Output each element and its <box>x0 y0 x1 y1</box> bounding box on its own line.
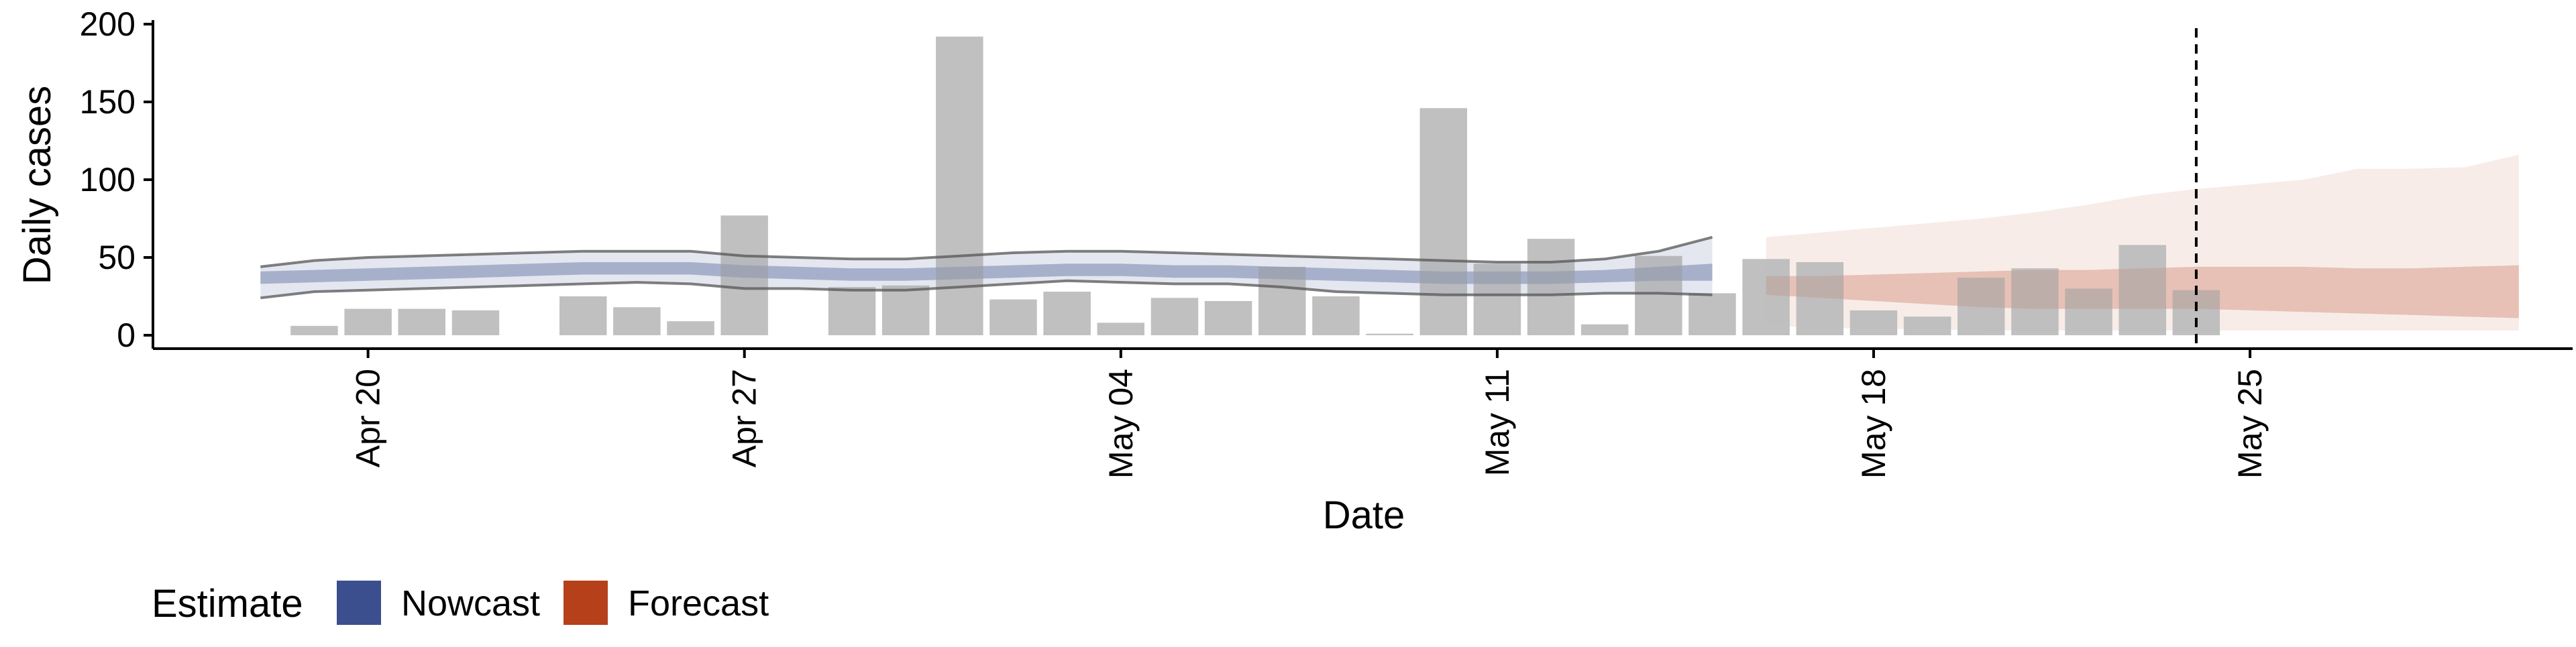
x-tick-label: May 11 <box>1479 369 1516 476</box>
axes-layer <box>152 20 2573 350</box>
bar <box>1635 255 1682 335</box>
bar <box>2172 290 2220 335</box>
bar <box>1688 293 1736 335</box>
x-ticks: Apr 20 Apr 27 May 04 May 11 May 18 May 25 <box>350 349 2269 479</box>
x-tick-label: May 04 <box>1102 369 1140 479</box>
legend: Estimate Nowcast Forecast <box>152 581 769 626</box>
bar <box>559 296 607 335</box>
y-tick-label: 200 <box>80 5 136 43</box>
nowcast-upper-line <box>260 235 1713 268</box>
legend-label-forecast: Forecast <box>628 583 769 624</box>
y-tick-label: 100 <box>80 161 136 198</box>
bar <box>1419 108 1467 336</box>
y-axis-title: Daily cases <box>15 86 59 285</box>
y-ticks: 0 50 100 150 200 <box>80 5 153 354</box>
forecast-inner-overlay <box>1766 265 2519 318</box>
y-tick-label: 0 <box>117 316 136 354</box>
bar <box>398 308 445 335</box>
bar <box>828 287 876 335</box>
x-tick-label: Apr 27 <box>726 369 763 467</box>
y-tick-label: 150 <box>80 83 136 121</box>
nowcast-outer-overlay <box>260 237 1713 298</box>
bar <box>1742 259 1790 335</box>
bar <box>1580 324 1629 335</box>
bar <box>451 310 500 335</box>
nowcast-lower-line <box>260 279 1713 300</box>
legend-title: Estimate <box>152 582 303 626</box>
bar <box>1258 266 1306 335</box>
bar <box>1312 296 1360 335</box>
bar <box>1097 322 1144 335</box>
bar <box>1204 301 1252 335</box>
bar <box>1043 292 1091 335</box>
legend-label-nowcast: Nowcast <box>401 583 540 624</box>
bar-layer <box>290 36 2220 336</box>
x-tick-label: May 25 <box>2231 369 2269 479</box>
bar <box>720 215 768 335</box>
x-axis-title: Date <box>1323 493 1405 537</box>
bar <box>1957 278 2005 335</box>
bar <box>989 299 1037 335</box>
x-tick-label: May 18 <box>1855 369 1892 479</box>
legend-key-nowcast <box>337 581 381 625</box>
x-tick-label: Apr 20 <box>350 369 387 467</box>
bar <box>1903 316 1951 335</box>
bar <box>1150 298 1199 335</box>
bar <box>1527 239 1575 335</box>
bar <box>290 326 338 335</box>
bar <box>1366 333 1413 335</box>
legend-key-forecast <box>564 581 608 625</box>
bar <box>613 307 661 335</box>
bar <box>2065 288 2112 335</box>
bar <box>1473 263 1521 335</box>
nowcast-inner-band <box>260 262 1713 284</box>
bar <box>2118 245 2166 335</box>
bar <box>936 36 983 335</box>
bar <box>881 285 930 335</box>
bar <box>1796 262 1844 335</box>
bar <box>667 321 714 335</box>
bar <box>344 308 392 335</box>
y-tick-label: 50 <box>98 239 136 276</box>
bar <box>1849 310 1898 335</box>
line-layer <box>260 235 2519 318</box>
bar <box>2011 268 2059 335</box>
nowcast-inner-overlay <box>260 262 1713 284</box>
forecast-outer-band <box>1766 154 2519 331</box>
